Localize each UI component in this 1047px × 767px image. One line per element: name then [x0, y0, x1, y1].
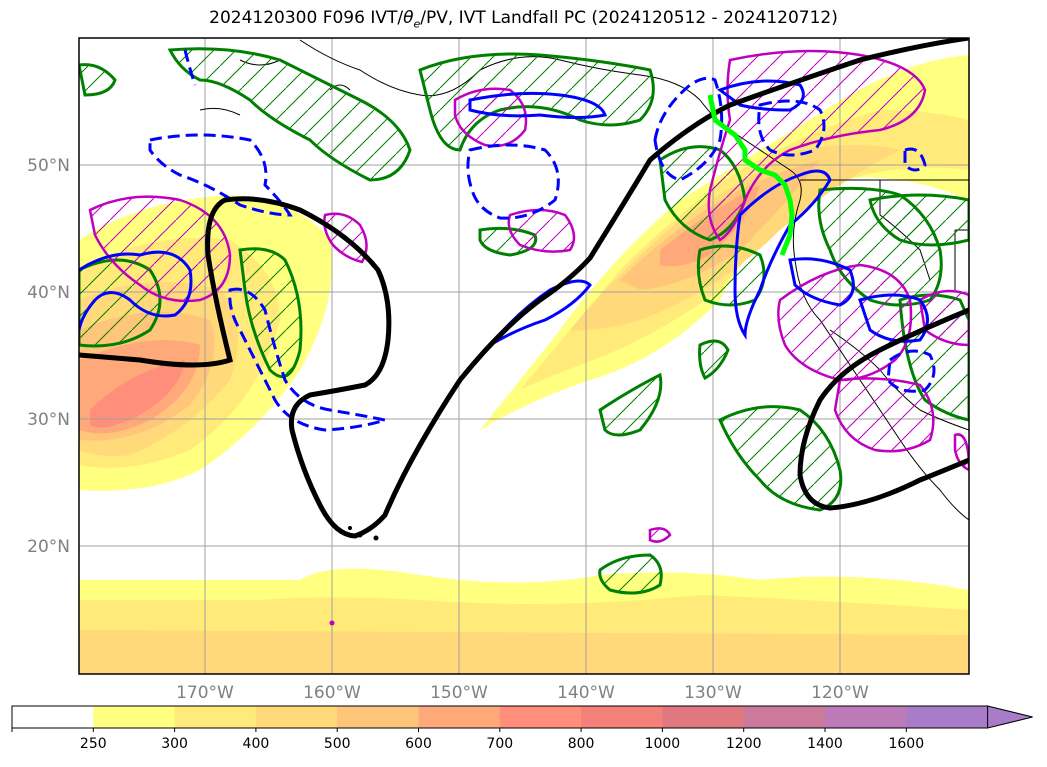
- colorbar-tick-label: 1400: [807, 736, 843, 752]
- map-area: [79, 38, 969, 674]
- colorbar-tick-label: 600: [405, 736, 432, 752]
- lat-label-30: 30°N: [27, 410, 70, 430]
- colorbar-segment: [337, 706, 419, 728]
- lon-label-130w: 130°W: [684, 683, 742, 703]
- lon-axis: 170°W 160°W 150°W 140°W 130°W 120°W: [176, 683, 869, 703]
- colorbar-segment: [825, 706, 907, 728]
- figure-title: 2024120300 F096 IVT/θe/PV, IVT Landfall …: [0, 8, 1047, 30]
- landfall-track: [707, 94, 795, 256]
- colorbar: 250 300 400 500 600 700 800 1000 1200 1400 1600: [11, 705, 1033, 752]
- title-theta-sub: e: [413, 17, 421, 31]
- colorbar-segment: [255, 706, 338, 728]
- colorbar-tick-label: 400: [243, 736, 270, 752]
- colorbar-tick-label: 1200: [726, 736, 762, 752]
- map-border: [78, 37, 970, 675]
- colorbar-segment: [743, 706, 826, 728]
- lon-label-140w: 140°W: [557, 683, 615, 703]
- colorbar-tick-label: 500: [324, 736, 351, 752]
- colorbar-tick-label: 1600: [888, 736, 924, 752]
- colorbar-segment: [418, 706, 501, 728]
- lat-label-20: 20°N: [27, 537, 70, 557]
- lon-label-120w: 120°W: [811, 683, 869, 703]
- colorbar-tick-label: 250: [80, 736, 107, 752]
- colorbar-segment: [662, 706, 745, 728]
- ivt-landfall-contours: [79, 38, 969, 539]
- colorbar-tick-label: 800: [568, 736, 595, 752]
- colorbar-tick-label: 300: [161, 736, 188, 752]
- colorbar-tick-label: 700: [486, 736, 513, 752]
- colorbar-extend-arrow: [987, 705, 1033, 729]
- title-prefix: 2024120300 F096 IVT/: [209, 8, 404, 28]
- colorbar-segment: [581, 706, 663, 728]
- colorbar-segment: [906, 706, 989, 728]
- lon-label-170w: 170°W: [176, 683, 234, 703]
- colorbar-segment: [174, 706, 257, 728]
- colorbar-segment: [499, 706, 582, 728]
- pv-contours-dashed: [148, 49, 936, 432]
- lat-label-50: 50°N: [27, 156, 70, 176]
- lon-label-160w: 160°W: [303, 683, 361, 703]
- title-suffix: /PV, IVT Landfall PC (2024120512 - 20241…: [420, 8, 838, 28]
- title-theta: θ: [403, 8, 414, 28]
- colorbar-tick-label: 1000: [645, 736, 681, 752]
- lat-axis: 20°N 30°N 40°N 50°N: [27, 156, 70, 557]
- colorbar-segment: [93, 706, 176, 728]
- lon-label-150w: 150°W: [430, 683, 488, 703]
- lat-label-40: 40°N: [27, 283, 70, 303]
- colorbar-segment: [12, 706, 94, 728]
